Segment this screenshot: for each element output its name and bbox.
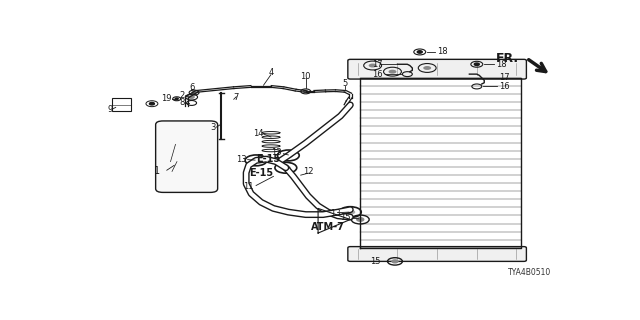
Text: 6: 6 (189, 83, 195, 92)
Circle shape (417, 51, 422, 53)
Text: ATM-7: ATM-7 (311, 222, 345, 232)
Text: 17: 17 (372, 60, 383, 69)
Circle shape (369, 64, 376, 68)
Circle shape (150, 102, 154, 105)
Text: E-15: E-15 (257, 154, 280, 164)
Text: E-15: E-15 (249, 168, 273, 178)
FancyBboxPatch shape (348, 59, 527, 79)
FancyBboxPatch shape (348, 247, 527, 261)
Circle shape (356, 218, 364, 221)
Text: 19: 19 (161, 94, 172, 103)
Bar (112, 98, 131, 111)
Text: 11: 11 (243, 182, 254, 191)
Circle shape (304, 90, 308, 92)
Text: 13: 13 (271, 148, 281, 157)
Circle shape (281, 165, 291, 170)
Circle shape (189, 96, 194, 98)
Text: 16: 16 (499, 82, 509, 91)
Circle shape (423, 66, 431, 70)
Text: 16: 16 (372, 70, 383, 79)
Circle shape (175, 98, 178, 100)
Circle shape (388, 70, 396, 74)
Text: 15: 15 (370, 257, 380, 266)
Text: 14: 14 (253, 129, 264, 138)
Text: 4: 4 (268, 68, 273, 77)
Text: TYA4B0510: TYA4B0510 (508, 268, 551, 277)
FancyBboxPatch shape (156, 121, 218, 192)
Circle shape (251, 158, 261, 163)
Circle shape (346, 210, 355, 215)
Text: 3: 3 (211, 123, 216, 132)
Text: 10: 10 (300, 72, 311, 81)
Text: 18: 18 (436, 47, 447, 56)
Text: 13: 13 (330, 209, 340, 218)
Circle shape (392, 260, 398, 263)
Circle shape (192, 92, 196, 93)
Text: 18: 18 (496, 60, 507, 69)
Text: 5: 5 (343, 79, 348, 89)
Text: FR.: FR. (496, 52, 519, 65)
Text: 15: 15 (340, 213, 351, 222)
Text: 2: 2 (179, 91, 184, 100)
Text: 7: 7 (234, 93, 239, 102)
Text: 12: 12 (303, 167, 314, 176)
Text: 8: 8 (179, 98, 184, 107)
Text: 13: 13 (236, 155, 246, 164)
Circle shape (284, 153, 293, 158)
Circle shape (474, 63, 479, 66)
Text: 9: 9 (107, 105, 113, 114)
Text: 1: 1 (154, 166, 160, 176)
Text: 17: 17 (499, 73, 509, 82)
